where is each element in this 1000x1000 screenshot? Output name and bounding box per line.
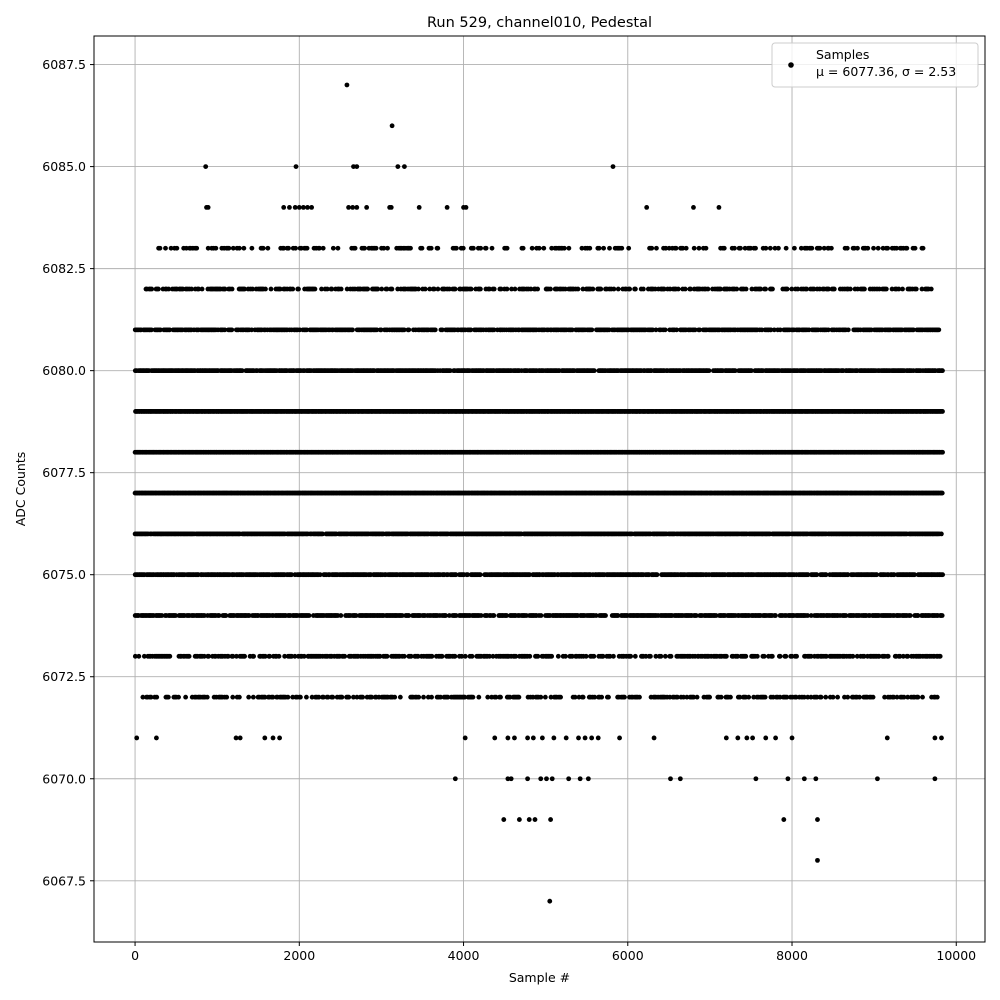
data-point	[662, 327, 668, 333]
data-point	[940, 572, 946, 578]
data-point	[939, 490, 945, 496]
data-point	[447, 368, 453, 374]
data-point	[350, 327, 355, 333]
data-point	[591, 368, 597, 374]
data-point	[477, 572, 483, 578]
data-point	[538, 613, 544, 618]
data-point	[940, 368, 945, 374]
data-point	[432, 327, 438, 333]
data-point	[940, 449, 945, 455]
data-point	[748, 368, 754, 374]
data-point	[589, 327, 595, 333]
data-point	[306, 613, 312, 618]
data-point	[907, 613, 913, 618]
data-point	[939, 613, 945, 618]
data-point	[239, 368, 245, 374]
data-point	[603, 613, 608, 618]
data-point	[938, 531, 944, 537]
data-point	[338, 613, 344, 618]
data-point	[732, 368, 738, 374]
data-point	[229, 327, 235, 333]
data-point	[654, 572, 660, 578]
data-point	[406, 327, 412, 333]
data-point	[706, 368, 712, 374]
data-points	[132, 82, 946, 904]
plot-area-background	[94, 36, 985, 942]
data-point	[940, 409, 945, 414]
data-point	[491, 613, 497, 618]
data-point	[773, 613, 778, 618]
